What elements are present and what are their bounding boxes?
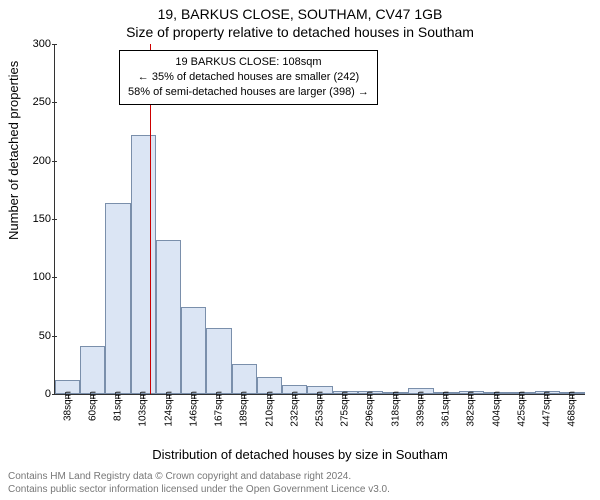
annotation-box: 19 BARKUS CLOSE: 108sqm← 35% of detached… [119,50,378,105]
plot-area: 19 BARKUS CLOSE: 108sqm← 35% of detached… [54,44,585,395]
y-tick: 50 [17,330,51,342]
y-tick: 0 [17,388,51,400]
y-tick: 100 [17,271,51,283]
annotation-line: 19 BARKUS CLOSE: 108sqm [128,55,369,70]
histogram-bar [156,240,181,394]
title-line2: Size of property relative to detached ho… [0,24,600,40]
x-tick-label: 382sqm [466,391,477,427]
x-tick-label: 189sqm [239,391,250,427]
x-tick-label: 146sqm [188,391,199,427]
annotation-line: ← 35% of detached houses are smaller (24… [128,70,369,85]
x-tick-label: 167sqm [214,391,225,427]
title-line1: 19, BARKUS CLOSE, SOUTHAM, CV47 1GB [0,6,600,22]
x-tick-label: 210sqm [264,391,275,427]
x-tick-label: 425sqm [516,391,527,427]
footnote: Contains HM Land Registry data © Crown c… [8,470,390,496]
x-tick-label: 232sqm [289,391,300,427]
x-tick-label: 339sqm [415,391,426,427]
y-tick: 300 [17,38,51,50]
histogram-bar [232,364,257,394]
x-tick-label: 60sqm [87,391,98,421]
x-tick-label: 447sqm [542,391,553,427]
histogram-bar [80,346,105,394]
histogram-bar [206,328,231,395]
chart-container: 19, BARKUS CLOSE, SOUTHAM, CV47 1GB Size… [0,0,600,500]
x-tick-label: 318sqm [390,391,401,427]
x-tick-label: 296sqm [365,391,376,427]
x-axis-label: Distribution of detached houses by size … [0,447,600,462]
x-tick-label: 404sqm [491,391,502,427]
x-tick-label: 81sqm [113,391,124,421]
x-tick-label: 103sqm [138,391,149,427]
y-tick: 200 [17,155,51,167]
footnote-line2: Contains public sector information licen… [8,483,390,496]
histogram-bar [181,307,206,395]
x-tick-label: 38sqm [62,391,73,421]
x-tick-label: 468sqm [567,391,578,427]
histogram-bar [131,135,156,394]
histogram-bar [105,203,130,394]
x-tick-label: 275sqm [340,391,351,427]
y-tick: 150 [17,213,51,225]
annotation-line: 58% of semi-detached houses are larger (… [128,85,369,100]
x-tick-label: 361sqm [441,391,452,427]
x-tick-label: 253sqm [315,391,326,427]
footnote-line1: Contains HM Land Registry data © Crown c… [8,470,390,483]
x-tick-label: 124sqm [163,391,174,427]
y-tick: 250 [17,96,51,108]
